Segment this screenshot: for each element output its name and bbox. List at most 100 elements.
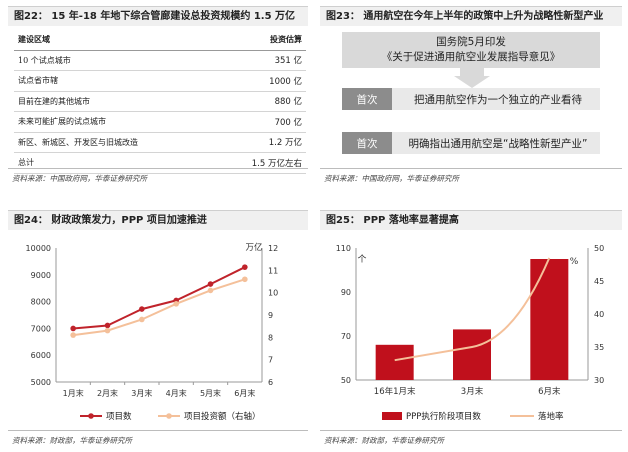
policy-first-text-2: 明确指出通用航空是“战略性新型产业” — [408, 137, 588, 150]
policy-first-tag-2: 首次 — [342, 132, 392, 154]
data-point — [242, 276, 248, 283]
down-arrow-icon — [454, 68, 490, 88]
fig22-title: 图22： 15 年-18 年地下综合管廊建设总投资规模约 1.5 万亿 — [8, 6, 308, 26]
y-left-tick-label: 7000 — [31, 324, 51, 333]
policy-first-box-2: 首次 明确指出通用航空是“战略性新型产业” — [342, 132, 600, 154]
table-row: 目前在建的其他城市 880 亿 — [14, 91, 306, 112]
data-point — [70, 325, 76, 332]
y-right-tick-label: 12 — [268, 244, 278, 253]
table-cell-investment: 700 亿 — [214, 111, 306, 133]
y-left-tick-label: 5000 — [31, 378, 51, 387]
table-row: 总计 1.5 万亿左右 — [14, 152, 306, 174]
x-tick-label: 1月末 — [63, 388, 84, 398]
table-cell-region: 试点省市辖 — [14, 70, 215, 92]
fig24-chart: 5000 6000 7000 8000 9000 10000 6 7 8 9 10 11 12 万亿 1月末… — [26, 242, 279, 422]
data-point — [207, 281, 214, 287]
table-cell-investment: 880 亿 — [214, 91, 306, 112]
y-right-tick-label: 40 — [594, 310, 604, 319]
policy-top-box: 国务院5月印发 《关于促进通用航空业发展指导意见》 — [342, 32, 600, 68]
y-right-tick-label: 9 — [268, 311, 273, 320]
fig24-source: 资料来源：财政部，华泰证券研究所 — [12, 436, 132, 445]
table-cell-investment: 1.5 万亿左右 — [214, 152, 306, 174]
table-row: 新区、新城区、开发区与旧城改造 1.2 万亿 — [14, 132, 306, 153]
table-cell-investment: 351 亿 — [214, 50, 306, 71]
table-cell-region: 未来可能扩展的试点城市 — [14, 111, 215, 133]
y-left-unit-label: 个 — [357, 254, 366, 265]
data-point — [173, 301, 179, 307]
y-left-tick-label: 8000 — [31, 298, 51, 307]
bar-projects — [453, 329, 491, 380]
y-right-tick-label: 35 — [594, 343, 604, 352]
fig23-title: 图23： 通用航空在今年上半年的政策中上升为战略性新型产业 — [320, 6, 622, 26]
table-cell-investment: 1.2 万亿 — [214, 132, 306, 153]
fig25-source: 资料来源：财政部，华泰证券研究所 — [324, 436, 444, 445]
table-cell-region: 10 个试点城市 — [14, 50, 215, 71]
fig25-source-rule — [320, 430, 622, 431]
y-left-tick-label: 6000 — [31, 351, 51, 360]
y-left-tick-label: 10000 — [26, 244, 51, 253]
x-tick-label: 3月末 — [131, 388, 152, 398]
series-line-investment — [73, 278, 246, 337]
policy-top-line2: 《关于促进通用航空业发展指导意见》 — [381, 51, 561, 63]
legend-bar-swatch — [382, 412, 402, 420]
series-line-projects — [73, 266, 246, 330]
policy-top-line1: 国务院5月印发 — [436, 36, 506, 48]
table-cell-region: 目前在建的其他城市 — [14, 91, 215, 112]
fig24-panel: 图24： 财政政策发力，PPP 项目加速推进 5000 6000 7000 8000 9… — [8, 210, 308, 452]
data-point — [104, 327, 111, 334]
bar-projects — [375, 344, 414, 380]
x-tick-label: 3月末 — [461, 386, 484, 397]
y-right-tick-label: 6 — [268, 378, 273, 387]
table-header-row: 建设区域 投资估算 — [14, 30, 306, 51]
fig25-panel: 图25： PPP 落地率显著提高 50 70 90 110 30 35 40 45 50 个% 16… — [320, 210, 622, 452]
y-left-tick-label: 110 — [336, 244, 351, 253]
y-right-tick-label: 11 — [268, 266, 278, 275]
data-point — [207, 287, 214, 294]
y-left-tick-label: 90 — [341, 288, 351, 297]
table-row: 10 个试点城市 351 亿 — [14, 50, 306, 71]
fig22-source-rule — [8, 168, 308, 169]
y-right-unit-label: 万亿 — [245, 242, 262, 253]
x-tick-label: 5月末 — [200, 388, 221, 398]
x-tick-label: 4月末 — [166, 388, 187, 398]
table-row: 未来可能扩展的试点城市 700 亿 — [14, 111, 306, 133]
fig23-source: 资料来源：中国政府网，华泰证券研究所 — [324, 174, 459, 183]
table-cell-investment: 1000 亿 — [214, 70, 306, 92]
fig25-title: 图25： PPP 落地率显著提高 — [320, 210, 622, 230]
y-right-unit-label: % — [570, 257, 579, 267]
fig23-source-rule — [320, 168, 622, 169]
fig23-panel: 图23： 通用航空在今年上半年的政策中上升为战略性新型产业 国务院5月印发 《关… — [320, 6, 622, 186]
data-point — [139, 306, 145, 312]
y-right-tick-label: 45 — [594, 277, 604, 286]
y-left-tick-label: 9000 — [31, 271, 51, 280]
policy-first-text-1: 把通用航空作为一个独立的产业看待 — [414, 93, 582, 106]
y-right-tick-label: 8 — [268, 333, 273, 342]
policy-first-tag-1: 首次 — [342, 88, 392, 110]
table-cell-region: 新区、新城区、开发区与旧城改造 — [14, 132, 215, 153]
fig22-panel: 图22： 15 年-18 年地下综合管廊建设总投资规模约 1.5 万亿 建设区域… — [8, 6, 308, 186]
legend-label: 落地率 — [538, 411, 564, 422]
fig22-table: 建设区域 投资估算 10 个试点城市 351 亿 试点省市辖 1000 亿 目前在建… — [14, 30, 306, 174]
y-right-tick-label: 30 — [594, 376, 604, 385]
y-right-tick-label: 10 — [268, 289, 278, 298]
fig24-source-rule — [8, 430, 308, 431]
series-line-landing-rate — [394, 257, 551, 362]
legend-label: 项目数 — [106, 411, 132, 422]
fig24-title: 图24： 财政政策发力，PPP 项目加速推进 — [8, 210, 308, 230]
legend-label: 项目投资额（右轴） — [184, 411, 261, 422]
policy-first-box-1: 首次 把通用航空作为一个独立的产业看待 — [342, 88, 600, 110]
table-row: 试点省市辖 1000 亿 — [14, 70, 306, 92]
bar-projects — [530, 259, 569, 380]
data-point — [70, 332, 76, 338]
fig22-source: 资料来源：中国政府网，华泰证券研究所 — [12, 174, 147, 183]
legend-label: PPP执行阶段项目数 — [406, 411, 481, 422]
x-tick-label: 2月末 — [97, 388, 118, 398]
y-right-tick-label: 7 — [268, 356, 273, 365]
x-tick-label: 16年1月末 — [374, 386, 416, 397]
y-left-tick-label: 50 — [341, 376, 351, 385]
data-point — [104, 322, 111, 329]
legend-marker — [88, 413, 94, 419]
x-tick-label: 6月末 — [538, 386, 561, 397]
data-point — [139, 316, 145, 323]
fig25-chart: 50 70 90 110 30 35 40 45 50 个 % 16年1月末 3月末 6月末 PPP执行阶段… — [336, 244, 604, 422]
